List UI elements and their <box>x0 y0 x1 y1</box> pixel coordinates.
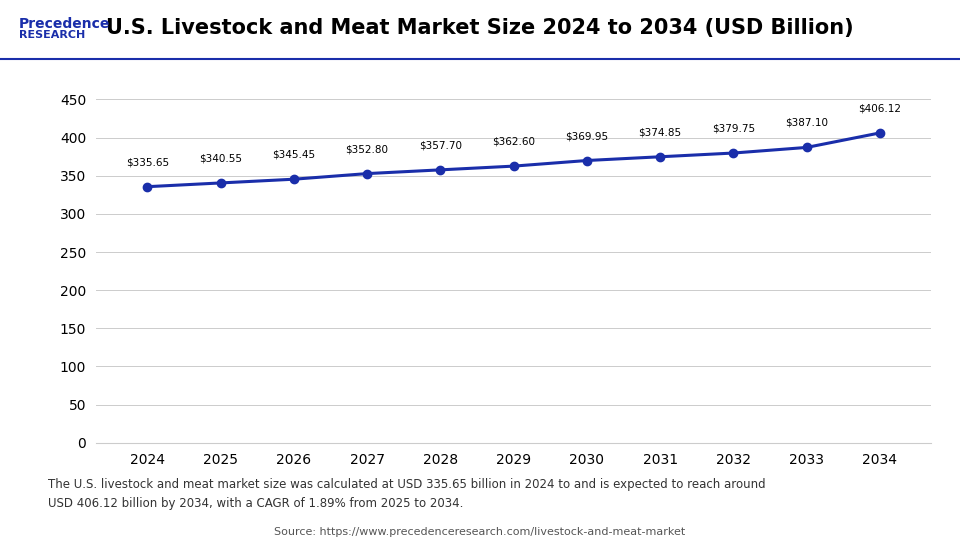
Text: Precedence: Precedence <box>19 17 110 31</box>
Text: $369.95: $369.95 <box>565 131 609 141</box>
Text: U.S. Livestock and Meat Market Size 2024 to 2034 (USD Billion): U.S. Livestock and Meat Market Size 2024… <box>107 18 853 38</box>
Text: $345.45: $345.45 <box>273 150 316 160</box>
Text: $335.65: $335.65 <box>126 157 169 167</box>
Text: $340.55: $340.55 <box>199 153 242 164</box>
Text: $406.12: $406.12 <box>858 104 901 113</box>
Text: Source: https://www.precedenceresearch.com/livestock-and-meat-market: Source: https://www.precedenceresearch.c… <box>275 527 685 537</box>
Text: $362.60: $362.60 <box>492 137 535 147</box>
Text: $379.75: $379.75 <box>711 124 755 133</box>
Text: $352.80: $352.80 <box>346 144 389 154</box>
Text: RESEARCH: RESEARCH <box>19 30 85 40</box>
Text: The U.S. livestock and meat market size was calculated at USD 335.65 billion in : The U.S. livestock and meat market size … <box>48 478 766 510</box>
Text: $387.10: $387.10 <box>785 118 828 128</box>
Text: $374.85: $374.85 <box>638 127 682 137</box>
Text: $357.70: $357.70 <box>419 140 462 151</box>
